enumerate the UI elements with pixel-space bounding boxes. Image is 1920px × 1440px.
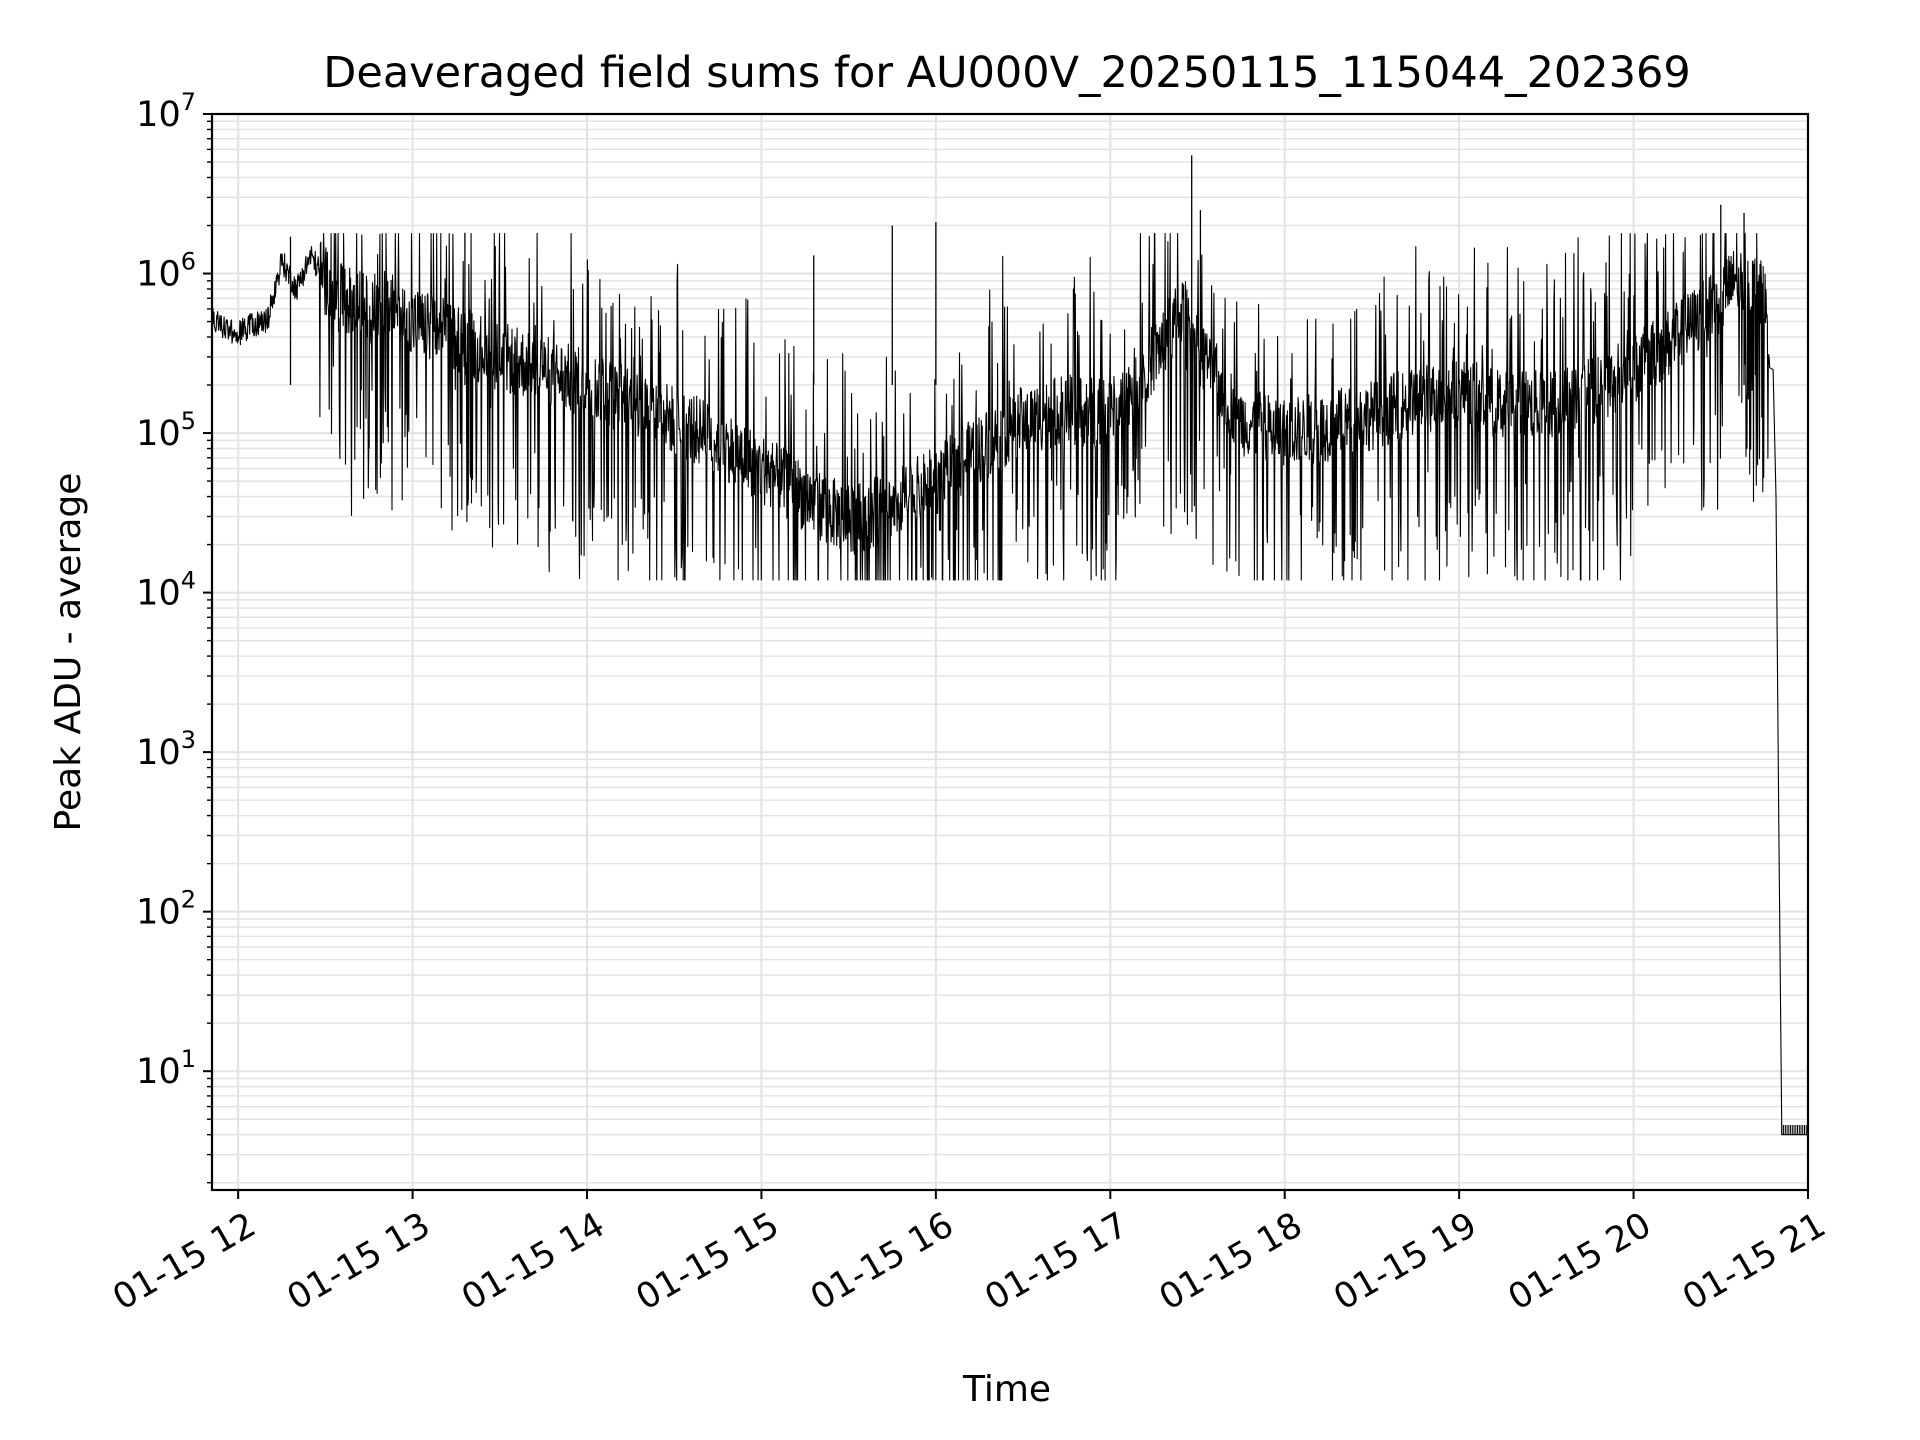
ticks: [203, 113, 1809, 1199]
y-tick-label: 107: [136, 88, 196, 135]
chart-title: Deaveraged field sums for AU000V_2025011…: [323, 48, 1690, 98]
x-axis-label: Time: [962, 1369, 1051, 1410]
series-line: [211, 233, 1808, 1136]
data-series: [211, 155, 1809, 1136]
grid: [212, 113, 1809, 1190]
y-tick-label: 104: [136, 567, 196, 614]
y-tick-label: 102: [136, 886, 196, 933]
y-tick-label: 103: [136, 726, 196, 773]
y-tick-label: 101: [136, 1045, 196, 1092]
y-tick-labels: 101 102 103 104 105 106 107: [136, 88, 196, 1092]
y-tick-label: 106: [136, 248, 196, 295]
y-tick-label: 105: [136, 407, 196, 454]
plot-frame: [210, 112, 1810, 1192]
y-axis-label: Peak ADU - average: [48, 473, 89, 832]
